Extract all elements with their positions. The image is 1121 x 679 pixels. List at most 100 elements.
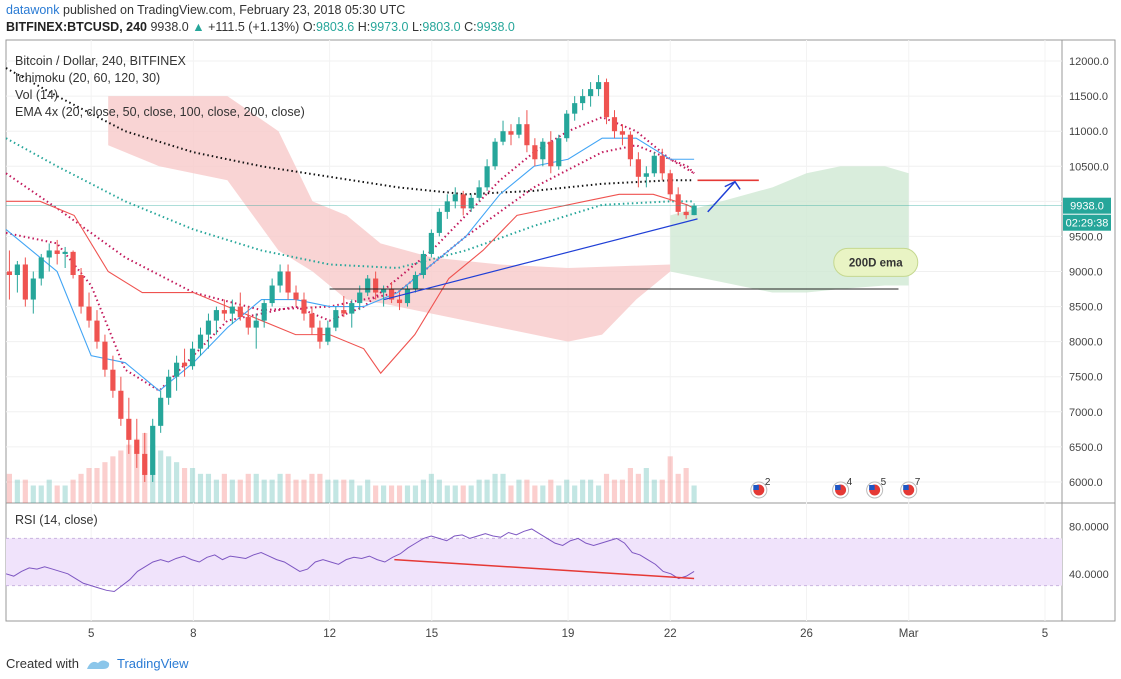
- volume-bar: [70, 479, 76, 503]
- volume-bar: [245, 473, 251, 503]
- trend-line: [383, 218, 698, 301]
- volume-bar: [118, 450, 124, 503]
- y-tick-label: 12000.0: [1069, 56, 1109, 68]
- volume-bar: [516, 479, 522, 503]
- author-name[interactable]: datawonk: [6, 3, 60, 17]
- y-tick-label: 7000.0: [1069, 407, 1103, 419]
- volume-bar: [158, 450, 164, 503]
- candle-body: [22, 264, 28, 300]
- volume-bar: [6, 473, 12, 503]
- volume-bar: [309, 473, 315, 503]
- volume-bar: [285, 473, 291, 503]
- candle-body: [325, 327, 331, 342]
- candle-body: [245, 317, 251, 328]
- volume-bar: [611, 479, 618, 503]
- countdown-label: 02:29:38: [1066, 218, 1109, 230]
- rsi-legend[interactable]: RSI (14, close): [15, 513, 98, 527]
- tradingview-logo-icon: [86, 660, 110, 669]
- volume-bar: [293, 479, 299, 503]
- volume-bar: [667, 456, 673, 503]
- candle-body: [221, 310, 227, 314]
- candle-body: [14, 264, 20, 276]
- x-tick-label: 19: [562, 628, 575, 640]
- legend-volume[interactable]: Vol (14): [15, 88, 59, 102]
- volume-bar: [301, 479, 307, 503]
- candle-body: [38, 257, 44, 279]
- candle-body: [197, 334, 204, 349]
- flag-canton: [835, 485, 841, 490]
- volume-bar: [189, 468, 196, 503]
- ema-100-line: [5, 137, 695, 269]
- volume-bar: [205, 473, 212, 503]
- y-tick-label: 6000.0: [1069, 477, 1103, 489]
- volume-bar: [94, 468, 100, 503]
- candle-body: [70, 251, 76, 276]
- candle-body: [126, 418, 132, 440]
- x-tick-label: 5: [1042, 628, 1048, 640]
- price-tag: [1063, 197, 1111, 214]
- volume-bar: [333, 479, 339, 503]
- rsi-divergence-line: [394, 558, 695, 580]
- volume-bar: [540, 485, 546, 503]
- y-tick-label: 11000.0: [1069, 126, 1108, 138]
- price-tag-label: 9938.0: [1070, 201, 1104, 213]
- volume-bar: [373, 485, 379, 503]
- volume-bar: [317, 473, 323, 503]
- rsi-tick-label: 40.0000: [1069, 569, 1109, 581]
- published-text: published on TradingView.com, February 2…: [63, 3, 406, 17]
- candle-body: [580, 96, 586, 104]
- volume-bar: [500, 473, 506, 503]
- candle-body: [667, 173, 673, 195]
- volume-bar: [580, 479, 586, 503]
- candle-body: [691, 205, 697, 216]
- candle-body: [683, 211, 689, 216]
- candle-body: [253, 320, 259, 328]
- flag-canton: [753, 485, 759, 490]
- tradingview-link[interactable]: TradingView: [116, 656, 189, 671]
- x-tick-label: 8: [190, 628, 196, 640]
- candle-body: [78, 275, 84, 307]
- volume-bar: [365, 479, 371, 503]
- x-tick-label: Mar: [899, 628, 919, 640]
- volume-bar: [588, 479, 594, 503]
- close-label: C:: [464, 20, 477, 34]
- candle-body: [619, 131, 626, 135]
- volume-bar: [22, 479, 28, 503]
- candle-body: [134, 439, 140, 454]
- candle-body: [508, 131, 514, 135]
- volume-bar: [556, 485, 562, 503]
- volume-bar: [548, 479, 554, 503]
- volume-bar: [349, 479, 355, 503]
- legend-ema[interactable]: EMA 4x (20, close, 50, close, 100, close…: [15, 105, 305, 119]
- candle-body: [492, 141, 498, 167]
- candle-body: [317, 327, 323, 342]
- candle-body: [373, 278, 379, 293]
- volume-bar: [269, 479, 275, 503]
- flag-canton: [903, 485, 909, 490]
- candle-body: [189, 348, 196, 367]
- candle-body: [30, 278, 36, 300]
- volume-bar: [213, 479, 219, 503]
- x-tick-label: 5: [88, 628, 94, 640]
- candle-body: [595, 82, 602, 90]
- volume-bar: [38, 485, 44, 503]
- kijun-line: [6, 193, 695, 375]
- candle-body: [484, 166, 490, 188]
- legend-ichimoku[interactable]: Ichimoku (20, 60, 120, 30): [15, 71, 161, 85]
- volume-bar: [683, 468, 689, 503]
- candle-body: [349, 303, 355, 314]
- volume-bar: [277, 473, 283, 503]
- volume-bar: [174, 462, 180, 503]
- candle-body: [6, 271, 12, 276]
- candle-body: [556, 138, 562, 167]
- created-with-text: Created with: [6, 656, 79, 671]
- volume-bar: [86, 468, 92, 503]
- volume-bar: [572, 485, 578, 503]
- volume-bar: [412, 485, 419, 503]
- volume-bar: [229, 479, 235, 503]
- open-label: O:: [302, 20, 317, 34]
- indicator-legend: Bitcoin / Dollar, 240, BITFINEX Ichimoku…: [15, 53, 305, 121]
- candle-body: [365, 278, 371, 293]
- candle-body: [46, 250, 52, 258]
